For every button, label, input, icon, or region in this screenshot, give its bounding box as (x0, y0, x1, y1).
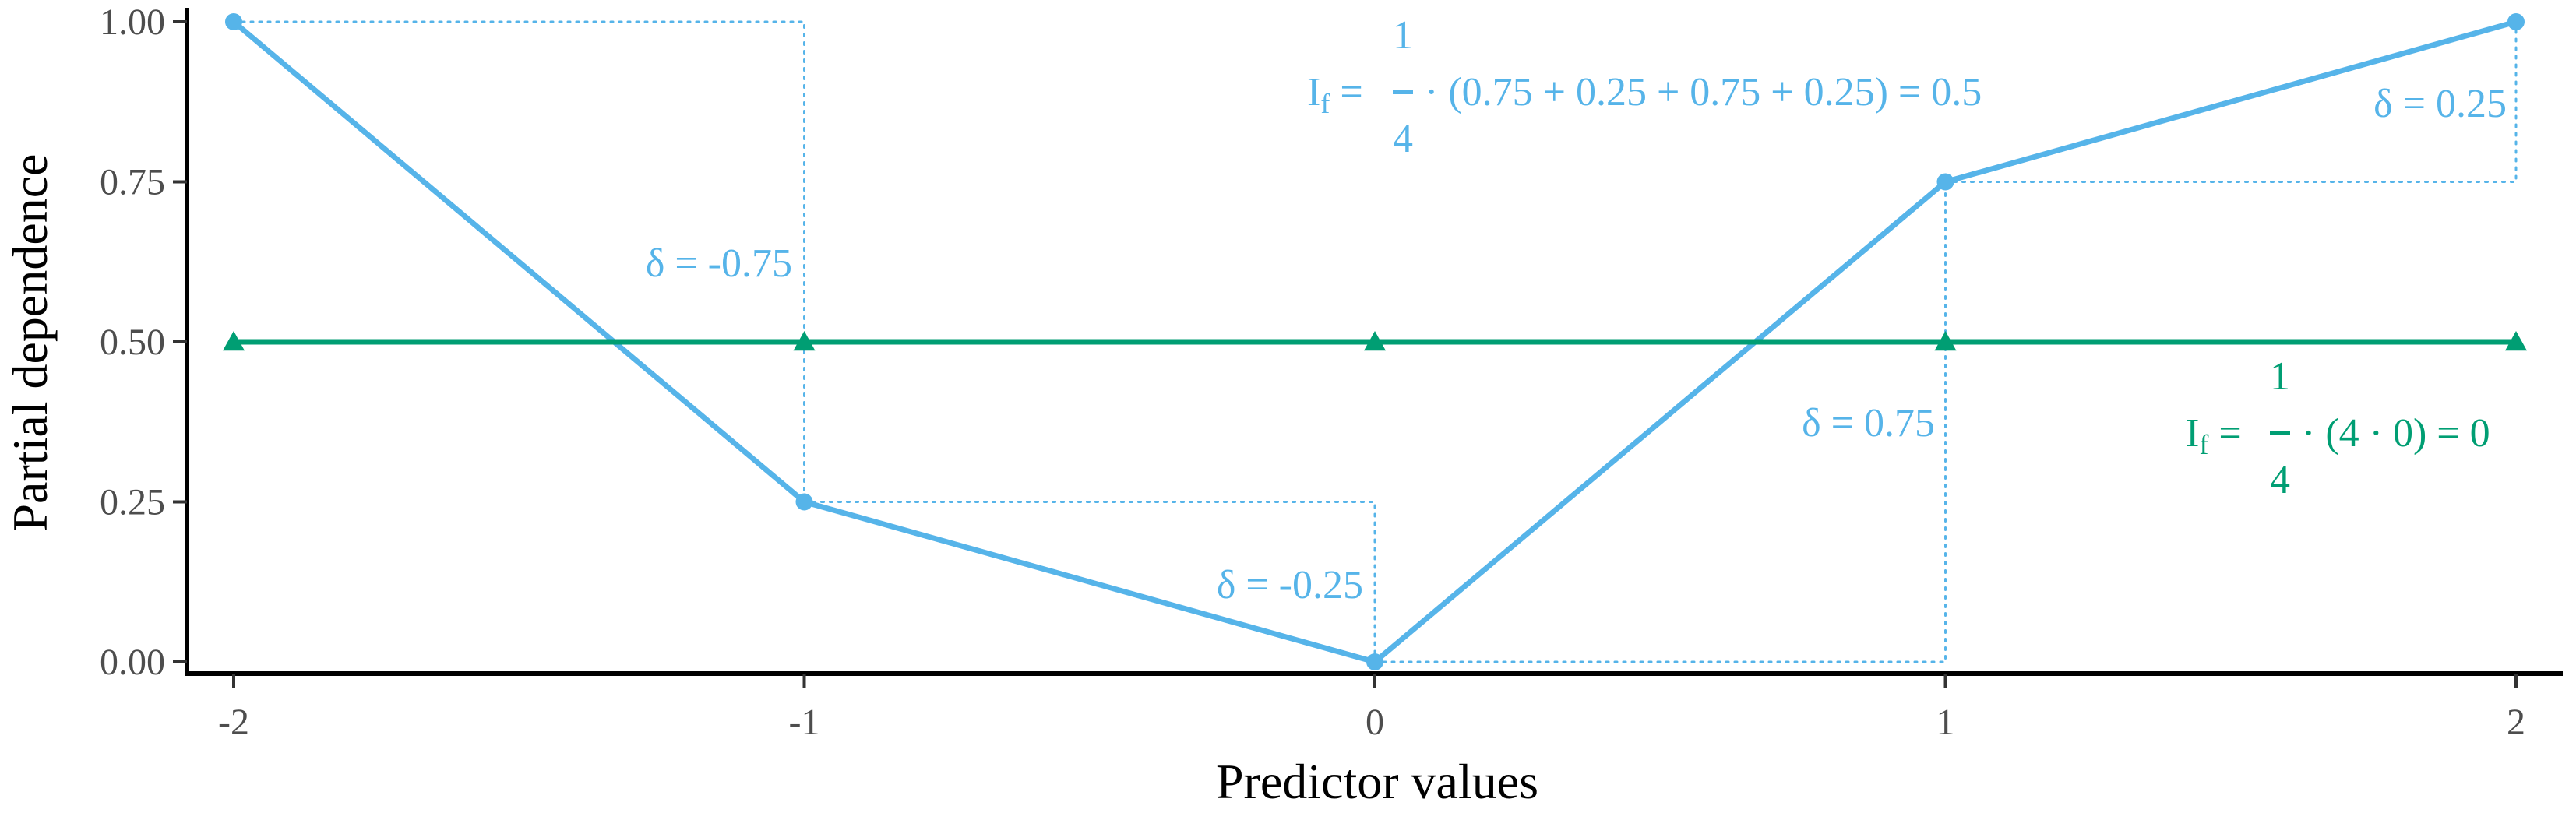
formula-lhs: If = (1307, 70, 1363, 119)
x-tick-labels: -2 -1 0 1 2 (218, 702, 2525, 743)
formula-denominator: 4 (2270, 458, 2290, 502)
x-tick-label: -1 (789, 702, 820, 743)
fraction-bar (1393, 90, 1413, 94)
formula-numerator: 1 (2270, 354, 2290, 399)
delta-guide (803, 501, 1376, 663)
y-tick-label: 0.00 (100, 642, 165, 683)
y-tick-label: 0.50 (100, 322, 165, 363)
data-point-green (2505, 331, 2527, 351)
fraction-bar (2270, 431, 2290, 435)
data-point-blue (795, 493, 813, 511)
formula-denominator: 4 (1393, 117, 1413, 161)
data-point-green (793, 331, 816, 351)
formula-rest: · (0.75 + 0.25 + 0.75 + 0.25) = 0.5 (1425, 70, 1982, 114)
green-interaction-formula: If = 1 4 · (4 · 0) = 0 (2186, 354, 2490, 502)
x-tick-label: 0 (1366, 702, 1384, 743)
y-tick-labels: 0.00 0.25 0.50 0.75 1.00 (100, 2, 165, 683)
data-point-blue (225, 13, 242, 30)
formula-lhs: If = (2186, 411, 2242, 460)
series-markers (223, 13, 2527, 670)
delta-label: δ = -0.75 (646, 241, 792, 286)
data-point-green (1364, 331, 1386, 351)
data-point-green (1934, 331, 1957, 351)
y-tick-label: 0.75 (100, 162, 165, 203)
y-tick-label: 0.25 (100, 482, 165, 523)
delta-label: δ = 0.75 (1802, 401, 1935, 445)
axes (173, 8, 2563, 688)
blue-interaction-formula: If = 1 4 · (0.75 + 0.25 + 0.75 + 0.25) =… (1307, 13, 1982, 161)
x-tick-label: 2 (2507, 702, 2525, 743)
delta-label: δ = -0.25 (1217, 563, 1363, 607)
delta-annotations: δ = -0.75 δ = -0.25 δ = 0.75 δ = 0.25 (646, 82, 2507, 607)
data-point-green (223, 331, 245, 351)
data-point-blue (1936, 173, 1954, 191)
x-axis-title: Predictor values (1216, 754, 1538, 809)
data-point-blue (1366, 653, 1383, 670)
data-point-blue (2507, 13, 2525, 30)
x-tick-label: 1 (1936, 702, 1955, 743)
formula-numerator: 1 (1393, 13, 1413, 58)
delta-label: δ = 0.25 (2373, 82, 2507, 126)
y-axis-title: Partial dependence (2, 153, 58, 531)
delta-guide (1944, 20, 2518, 183)
y-tick-label: 1.00 (100, 2, 165, 43)
x-tick-label: -2 (218, 702, 249, 743)
formula-rest: · (4 · 0) = 0 (2302, 411, 2490, 456)
